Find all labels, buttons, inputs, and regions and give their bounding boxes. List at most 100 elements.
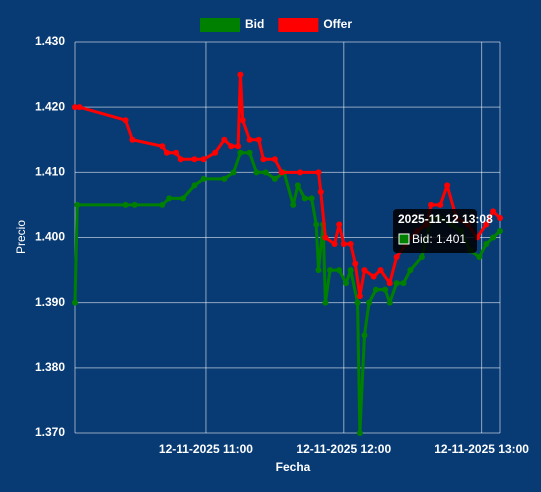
y-axis-title: Precio xyxy=(14,220,28,254)
data-point xyxy=(294,182,301,189)
data-point xyxy=(343,280,350,287)
data-point xyxy=(483,221,490,228)
data-point xyxy=(444,182,451,189)
data-point xyxy=(74,201,81,208)
data-point xyxy=(166,195,173,202)
data-point xyxy=(322,234,329,241)
data-point xyxy=(308,195,315,202)
data-point xyxy=(340,241,347,248)
data-point xyxy=(179,195,186,202)
data-point xyxy=(354,299,361,306)
data-point xyxy=(386,299,393,306)
data-point xyxy=(230,169,237,176)
legend-swatch[interactable] xyxy=(200,18,240,32)
y-tick-label: 1.430 xyxy=(35,34,65,48)
tooltip: 2025-11-12 13:08 Bid: 1.401 xyxy=(393,209,493,253)
data-point xyxy=(221,136,228,143)
data-point xyxy=(407,267,414,274)
data-point xyxy=(347,241,354,248)
data-point xyxy=(418,254,425,261)
data-point xyxy=(483,241,490,248)
data-point xyxy=(437,201,444,208)
y-tick-label: 1.400 xyxy=(35,230,65,244)
data-point xyxy=(490,208,497,215)
data-point xyxy=(313,221,320,228)
data-point xyxy=(271,156,278,163)
data-point xyxy=(237,149,244,156)
data-point xyxy=(400,280,407,287)
data-point xyxy=(322,299,329,306)
y-tick-label: 1.380 xyxy=(35,360,65,374)
data-point xyxy=(246,136,253,143)
data-point xyxy=(200,156,207,163)
data-point xyxy=(361,332,368,339)
data-point xyxy=(356,430,363,436)
data-point xyxy=(163,149,170,156)
data-point xyxy=(393,254,400,261)
y-tick-label: 1.370 xyxy=(35,425,65,439)
data-point xyxy=(497,227,503,234)
data-point xyxy=(72,104,78,111)
data-point xyxy=(173,149,180,156)
data-point xyxy=(191,156,198,163)
data-point xyxy=(315,169,322,176)
data-point xyxy=(191,182,198,189)
data-point xyxy=(428,201,435,208)
data-point xyxy=(315,267,322,274)
legend-label[interactable]: Bid xyxy=(245,17,264,31)
data-point xyxy=(260,156,267,163)
y-tick-label: 1.420 xyxy=(35,99,65,113)
y-tick-label: 1.390 xyxy=(35,295,65,309)
tooltip-box xyxy=(393,209,477,253)
x-tick-label: 12-11-2025 13:00 xyxy=(434,442,529,456)
data-point xyxy=(301,195,308,202)
data-point xyxy=(228,143,235,150)
x-tick-label: 12-11-2025 12:00 xyxy=(296,442,391,456)
legend-swatch[interactable] xyxy=(278,18,319,32)
data-point xyxy=(490,234,497,241)
data-point xyxy=(246,149,253,156)
data-point xyxy=(297,169,304,176)
data-point xyxy=(382,286,389,293)
data-point xyxy=(370,273,377,280)
data-point xyxy=(327,267,333,274)
data-point xyxy=(212,149,219,156)
data-point xyxy=(356,293,363,300)
data-point xyxy=(72,299,78,306)
data-point xyxy=(331,241,338,248)
data-point xyxy=(336,267,343,274)
series-line xyxy=(73,151,502,435)
data-point xyxy=(377,267,384,274)
data-point xyxy=(159,143,166,150)
data-point xyxy=(253,169,260,176)
x-axis-title: Fecha xyxy=(276,460,311,474)
data-point xyxy=(386,280,393,287)
legend-label[interactable]: Offer xyxy=(323,17,352,31)
data-point xyxy=(177,156,184,163)
plot-area: 1.370 1.380 1.390 1.400 1.410 1.420 1.430 12-11… xyxy=(35,34,529,456)
tooltip-swatch xyxy=(398,233,410,245)
data-point xyxy=(393,280,400,287)
data-point xyxy=(129,136,136,143)
data-point xyxy=(159,201,166,208)
data-point xyxy=(361,267,368,274)
data-point xyxy=(122,201,129,208)
data-point xyxy=(497,214,503,221)
data-point xyxy=(122,117,129,124)
data-point xyxy=(372,286,379,293)
data-point xyxy=(366,299,373,306)
data-point xyxy=(476,254,483,261)
data-point xyxy=(76,104,83,111)
data-point xyxy=(200,175,207,182)
x-tick-label: 12-11-2025 11:00 xyxy=(159,442,253,456)
data-point xyxy=(239,117,246,124)
data-point xyxy=(131,201,138,208)
data-point xyxy=(235,143,242,150)
data-point xyxy=(278,169,285,176)
y-tick-label: 1.410 xyxy=(35,165,65,179)
data-point xyxy=(271,175,278,182)
data-point xyxy=(255,136,262,143)
data-point xyxy=(347,267,354,274)
data-point xyxy=(237,71,244,78)
